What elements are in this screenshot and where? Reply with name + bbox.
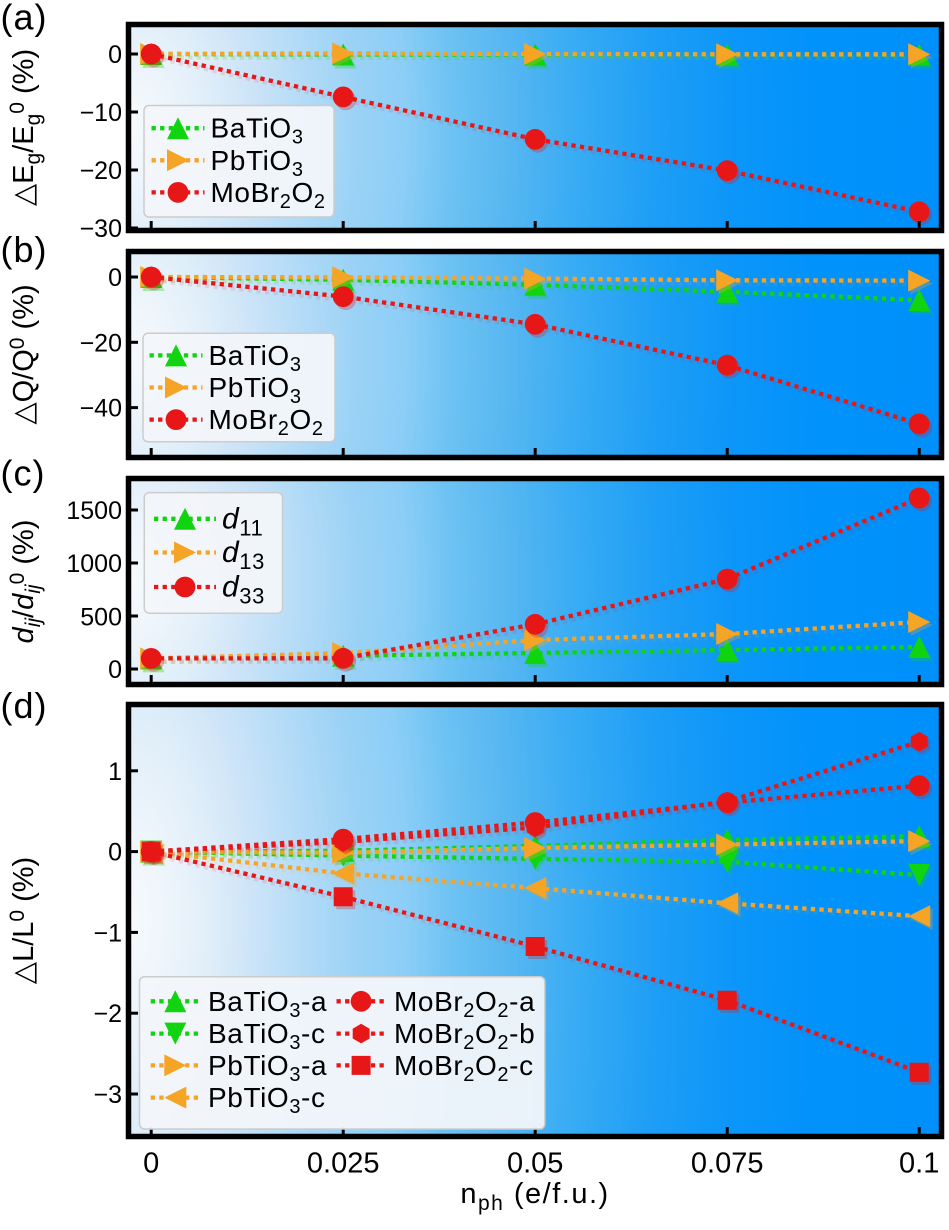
svg-text:−1: −1: [93, 919, 122, 947]
svg-text:0.1: 0.1: [899, 1148, 939, 1180]
svg-text:MoBr2​O2​-b: MoBr2​O2​-b: [394, 1018, 535, 1054]
svg-text:0: 0: [108, 264, 122, 292]
svg-text:PbTiO3​-a: PbTiO3​-a: [208, 1050, 327, 1086]
svg-text:BaTiO3​: BaTiO3​: [209, 340, 302, 376]
svg-text:d13: d13: [222, 536, 265, 574]
svg-text:−10: −10: [80, 99, 122, 127]
svg-text:0.025: 0.025: [307, 1148, 380, 1180]
svg-text:−20: −20: [80, 157, 122, 185]
svg-text:MoBr2​O2​: MoBr2​O2​: [211, 177, 326, 213]
svg-text:d11: d11: [222, 502, 263, 540]
svg-text:1500: 1500: [66, 497, 122, 525]
svg-text:PbTiO3​: PbTiO3​: [211, 145, 304, 181]
svg-text:PbTiO3​-c: PbTiO3​-c: [208, 1082, 326, 1118]
svg-text:1: 1: [108, 758, 122, 786]
svg-text:BaTiO3​-a: BaTiO3​-a: [208, 986, 327, 1022]
svg-text:(c): (c): [1, 453, 46, 494]
svg-text:−2: −2: [93, 1000, 122, 1028]
svg-text:0: 0: [108, 656, 122, 684]
svg-text:dij​/dij​0​ (%): dij​/dij​0​ (%): [6, 520, 45, 644]
svg-text:−40: −40: [80, 395, 122, 423]
svg-text:MoBr2​O2​: MoBr2​O2​: [209, 404, 324, 440]
svg-text:△Q/Q0​ (%): △Q/Q0​ (%): [6, 284, 40, 424]
svg-text:△Eg​/Eg​0​ (%): △Eg​/Eg​0​ (%): [6, 49, 45, 206]
svg-text:−3: −3: [93, 1081, 122, 1109]
svg-text:(b): (b): [1, 229, 48, 270]
svg-text:0: 0: [108, 41, 122, 69]
svg-text:−30: −30: [80, 215, 122, 243]
svg-text:MoBr2​O2​-a: MoBr2​O2​-a: [394, 986, 535, 1022]
svg-text:0.05: 0.05: [507, 1148, 563, 1180]
svg-text:(d): (d): [1, 685, 48, 726]
svg-text:BaTiO3​: BaTiO3​: [211, 113, 304, 149]
svg-text:−20: −20: [80, 329, 122, 357]
svg-text:0: 0: [108, 839, 122, 867]
svg-text:BaTiO3​-c: BaTiO3​-c: [208, 1018, 326, 1054]
svg-text:MoBr2​O2​-c: MoBr2​O2​-c: [394, 1050, 534, 1086]
svg-text:0: 0: [143, 1148, 159, 1180]
svg-text:1000: 1000: [66, 550, 122, 578]
svg-text:PbTiO3​: PbTiO3​: [209, 372, 302, 408]
svg-text:d33: d33: [222, 571, 265, 609]
svg-text:500: 500: [80, 604, 122, 632]
svg-text:(a): (a): [1, 0, 48, 38]
svg-text:0.075: 0.075: [691, 1148, 764, 1180]
